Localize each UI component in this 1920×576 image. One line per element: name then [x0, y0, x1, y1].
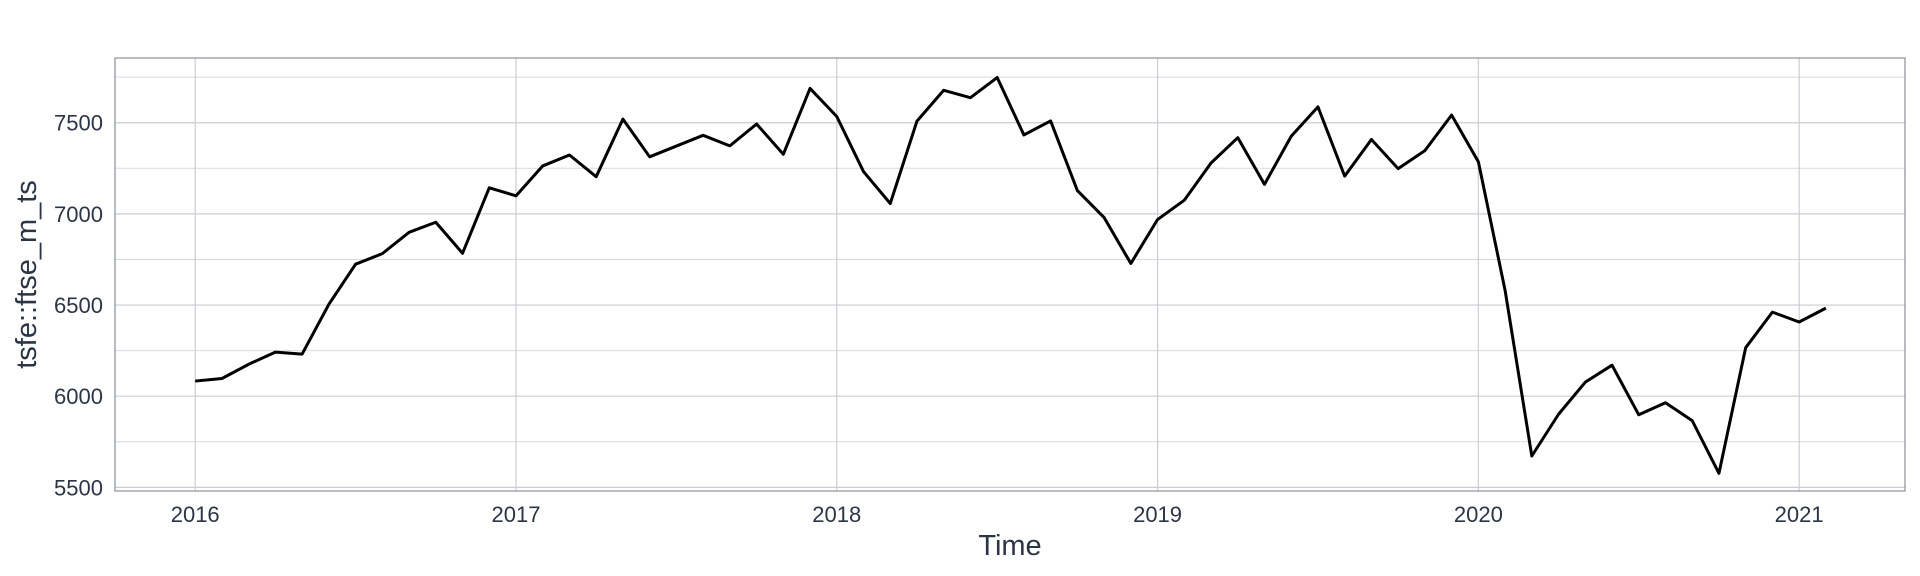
y-axis-tick-labels: 5500 6000 6500 7000 7500 [54, 111, 103, 501]
y-tick-label: 6000 [54, 384, 103, 409]
x-tick-label: 2021 [1775, 502, 1824, 527]
x-axis-title: Time [978, 530, 1041, 562]
y-tick-label: 6500 [54, 293, 103, 318]
x-tick-label: 2016 [171, 502, 220, 527]
y-tick-label: 7500 [54, 111, 103, 136]
minor-gridlines [115, 76, 1905, 443]
x-tick-label: 2020 [1454, 502, 1503, 527]
x-tick-label: 2018 [812, 502, 861, 527]
major-gridlines [115, 58, 1905, 491]
y-tick-label: 5500 [54, 475, 103, 500]
x-axis-tick-labels: 2016 2017 2018 2019 2020 2021 [171, 502, 1824, 527]
y-tick-label: 7000 [54, 202, 103, 227]
x-tick-label: 2017 [492, 502, 541, 527]
plot-panel-border [114, 57, 1906, 492]
series-line-ftse [195, 76, 1827, 475]
x-tick-label: 2019 [1133, 502, 1182, 527]
y-axis-title: tsfe::ftse_m_ts [11, 180, 43, 369]
